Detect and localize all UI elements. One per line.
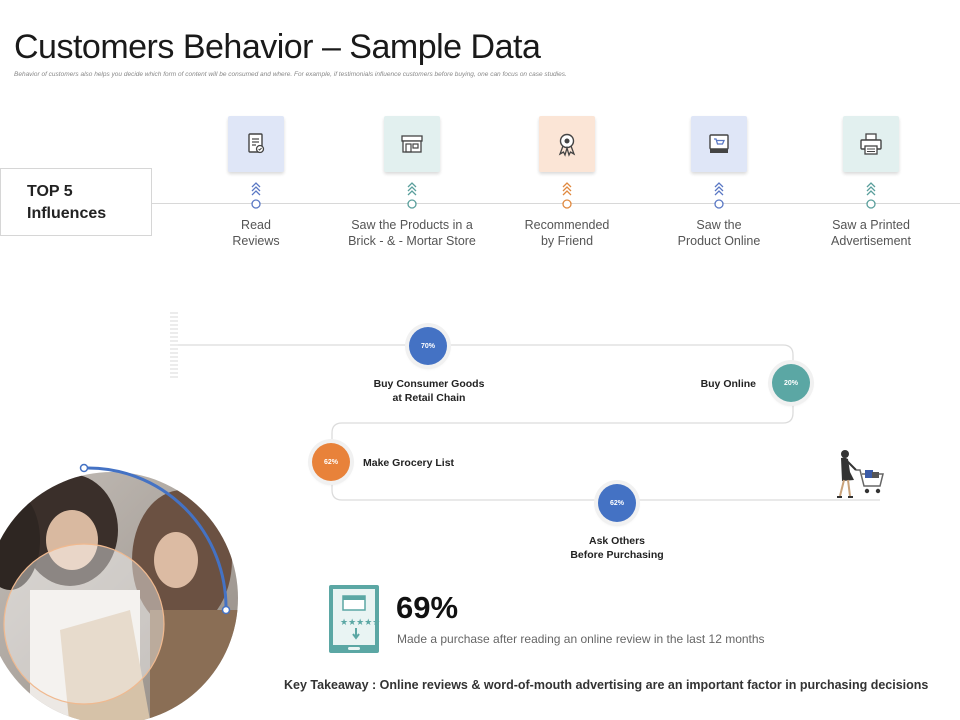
chevron-up-icon xyxy=(562,182,572,209)
node-label-buy-online: Buy Online xyxy=(700,378,756,390)
document-review-icon xyxy=(228,116,284,172)
influence-item-printed-advertisement: Saw a Printed Advertisement xyxy=(786,116,956,249)
influence-item-read-reviews: Read Reviews xyxy=(171,116,341,249)
influence-label: Saw a Printed Advertisement xyxy=(831,218,911,248)
influence-label: Saw the Product Online xyxy=(677,218,761,248)
node-bubble-retail-chain: 70% xyxy=(409,327,447,365)
node-bubble-ask-others: 62% xyxy=(598,484,636,522)
chevron-up-icon xyxy=(714,182,724,209)
influence-item-saw-product-online: Saw the Product Online xyxy=(634,116,804,249)
node-label-grocery-list: Make Grocery List xyxy=(363,457,455,469)
influence-label: Read Reviews xyxy=(232,218,280,248)
page-subtitle: Behavior of customers also helps you dec… xyxy=(14,71,567,78)
influence-label: Saw the Products in a Brick - & - Mortar… xyxy=(348,218,476,248)
svg-text:★★★★★: ★★★★★ xyxy=(340,618,380,628)
shopping-women-photo xyxy=(0,463,238,720)
stat-value: 69% xyxy=(396,590,459,625)
phone-review-icon: ★★★★★ xyxy=(329,585,380,653)
top5-heading-line2: Influences xyxy=(27,205,107,222)
chevron-up-icon xyxy=(251,182,261,209)
key-takeaway: Key Takeaway : Online reviews & word-of-… xyxy=(284,678,929,692)
influence-item-recommended-by-friend: Recommended by Friend xyxy=(482,116,652,249)
node-bubble-buy-online: 20% xyxy=(772,364,810,402)
node-bubble-grocery-list: 62% xyxy=(312,443,350,481)
node-label-retail-chain: Buy Consumer Goods at Retail Chain xyxy=(373,378,485,404)
node-label-ask-others: Ask Others Before Purchasing xyxy=(570,535,664,561)
influence-item-brick-mortar-store: Saw the Products in a Brick - & - Mortar… xyxy=(327,116,497,249)
chevron-up-icon xyxy=(407,182,417,209)
shopper-with-cart-icon xyxy=(837,450,884,498)
tick-marks-decoration xyxy=(170,312,178,378)
influence-label: Recommended by Friend xyxy=(524,218,610,248)
stat-description: Made a purchase after reading an online … xyxy=(397,632,765,646)
chevron-up-icon xyxy=(866,182,876,209)
influence-timeline-line xyxy=(152,203,960,204)
top5-heading-box: TOP 5 Influences xyxy=(0,168,152,236)
page-title: Customers Behavior – Sample Data xyxy=(14,28,541,66)
top5-heading-line1: TOP 5 xyxy=(27,183,73,200)
award-badge-icon xyxy=(539,116,595,172)
monitor-cart-icon xyxy=(691,116,747,172)
storefront-icon xyxy=(384,116,440,172)
printer-icon xyxy=(843,116,899,172)
